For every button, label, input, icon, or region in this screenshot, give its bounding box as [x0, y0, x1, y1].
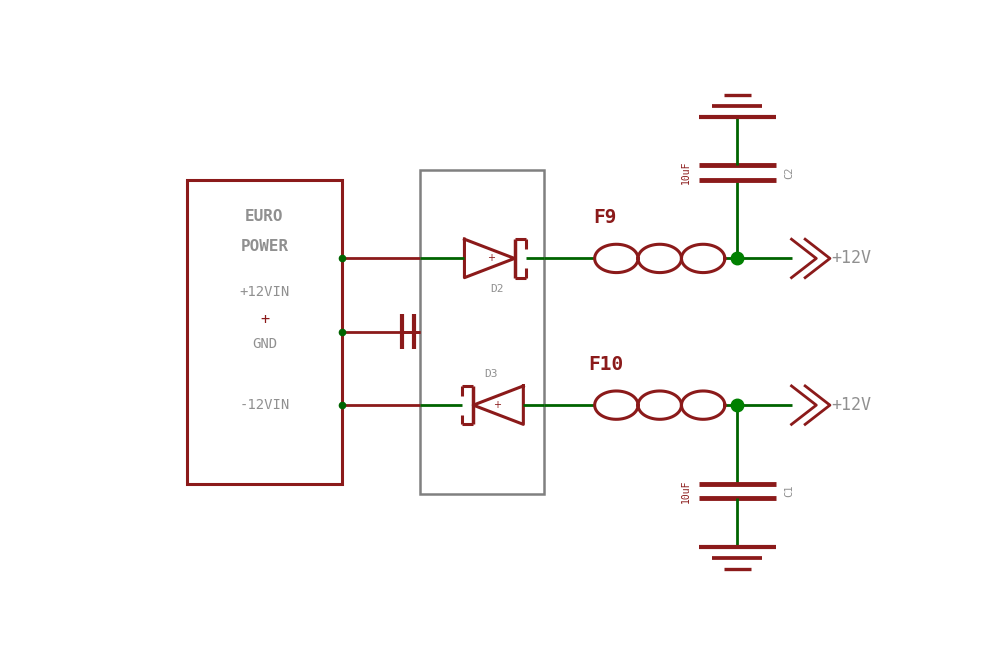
- Text: +: +: [493, 400, 501, 410]
- Text: 10uF: 10uF: [681, 480, 691, 503]
- Text: F9: F9: [594, 208, 617, 227]
- Polygon shape: [595, 391, 638, 419]
- Text: F10: F10: [588, 355, 623, 374]
- Text: +12V: +12V: [831, 396, 871, 414]
- Text: GND: GND: [252, 337, 277, 351]
- Polygon shape: [595, 244, 638, 273]
- Bar: [420, 170, 544, 493]
- Polygon shape: [681, 244, 725, 273]
- Text: C2: C2: [784, 166, 794, 179]
- Text: D2: D2: [490, 284, 504, 294]
- Text: POWER: POWER: [240, 239, 289, 254]
- Polygon shape: [681, 391, 725, 419]
- Text: +12VIN: +12VIN: [239, 285, 290, 300]
- Text: +12V: +12V: [831, 250, 871, 267]
- Text: +: +: [260, 312, 269, 327]
- Text: +: +: [487, 254, 495, 263]
- Polygon shape: [638, 244, 681, 273]
- Text: D3: D3: [484, 369, 498, 379]
- Bar: [187, 180, 342, 484]
- Text: -12VIN: -12VIN: [239, 397, 290, 412]
- Polygon shape: [638, 391, 681, 419]
- Text: 10uF: 10uF: [681, 161, 691, 184]
- Text: EURO: EURO: [245, 209, 284, 224]
- Text: C1: C1: [784, 485, 794, 497]
